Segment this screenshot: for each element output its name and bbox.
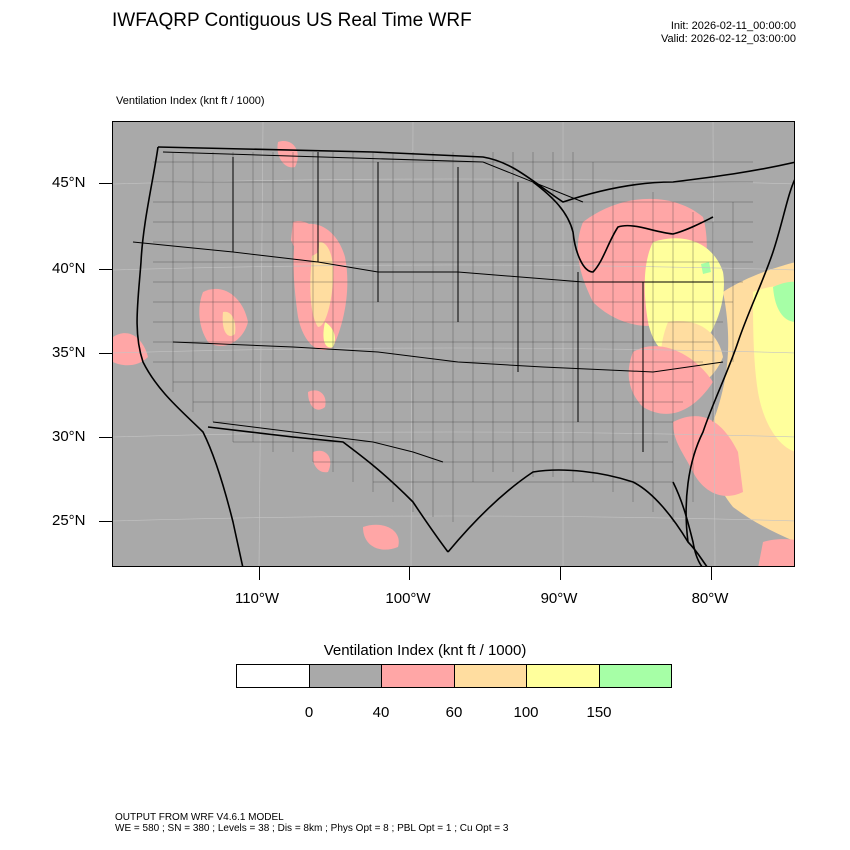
lat-label-45n: 45°N	[52, 174, 86, 191]
footer-model-line: OUTPUT FROM WRF V4.6.1 MODEL	[115, 812, 284, 823]
colorbar-tick-label: 150	[586, 704, 612, 721]
colorbar-bin	[309, 665, 382, 687]
lat-label-40n: 40°N	[52, 260, 86, 277]
map-panel	[112, 121, 795, 567]
lon-tick	[711, 567, 712, 580]
lon-tick	[259, 567, 260, 580]
colorbar-bin	[382, 665, 455, 687]
gulf-coast	[447, 469, 708, 566]
east-coast	[685, 179, 794, 543]
valid-time: Valid: 2026-02-12_03:00:00	[661, 33, 796, 45]
shade-wyoming-pink	[291, 221, 319, 257]
lon-label-110w: 110°W	[234, 590, 280, 607]
init-time: Init: 2026-02-11_00:00:00	[670, 20, 796, 32]
lat-tick	[99, 353, 112, 354]
great-lakes	[532, 181, 714, 273]
lon-label-80w: 80°W	[691, 590, 729, 607]
colorbar-tick-label: 40	[372, 704, 390, 721]
canada-border	[157, 146, 794, 203]
map-canvas	[113, 122, 794, 566]
lat-tick	[99, 269, 112, 270]
colorbar-bin	[599, 665, 671, 687]
lat-label-30n: 30°N	[52, 428, 86, 445]
shade-atlantic-green	[773, 281, 794, 322]
shade-montana-pink	[277, 141, 298, 168]
lat-tick	[99, 183, 112, 184]
lat-label-25n: 25°N	[52, 512, 86, 529]
colorbar	[236, 664, 672, 688]
colorbar-tick-label: 0	[304, 704, 314, 721]
shade-caribbean-pink	[758, 539, 794, 566]
colorbar-tick-label: 60	[445, 704, 463, 721]
coastlines	[136, 146, 794, 566]
footer-config-line: WE = 580 ; SN = 380 ; Levels = 38 ; Dis …	[115, 823, 509, 834]
colorbar-bin	[454, 665, 527, 687]
state-boundaries	[132, 151, 724, 463]
lon-tick	[409, 567, 410, 580]
colorbar-title: Ventilation Index (knt ft / 1000)	[323, 642, 527, 659]
shade-carolina-pink	[628, 346, 713, 414]
map-title: IWFAQRP Contiguous US Real Time WRF	[112, 10, 472, 31]
colorbar-bin	[527, 665, 600, 687]
shade-atlantic-yellow	[753, 285, 794, 452]
lat-tick	[99, 521, 112, 522]
shade-baja-pink	[312, 450, 331, 473]
lon-label-90w: 90°W	[540, 590, 578, 607]
lat-tick	[99, 437, 112, 438]
west-coast	[136, 146, 244, 566]
graticule	[113, 122, 794, 566]
shade-southwest-pink	[308, 390, 326, 410]
colorbar-tick-label: 100	[513, 704, 539, 721]
lat-label-35n: 35°N	[52, 344, 86, 361]
shade-california-pink	[113, 333, 148, 366]
shade-atlantic-pink	[673, 416, 743, 496]
shade-gulf-pink	[363, 524, 399, 550]
shade-rockies-yellow-1	[323, 322, 336, 348]
colorbar-bin	[237, 665, 310, 687]
field-label: Ventilation Index (knt ft / 1000)	[116, 95, 265, 107]
lon-label-100w: 100°W	[385, 590, 431, 607]
shade-utah-tan	[222, 311, 236, 336]
county-lines	[153, 152, 753, 522]
shading-layer	[113, 141, 794, 566]
lon-tick	[560, 567, 561, 580]
florida	[672, 481, 703, 566]
mexico-border	[207, 426, 449, 553]
